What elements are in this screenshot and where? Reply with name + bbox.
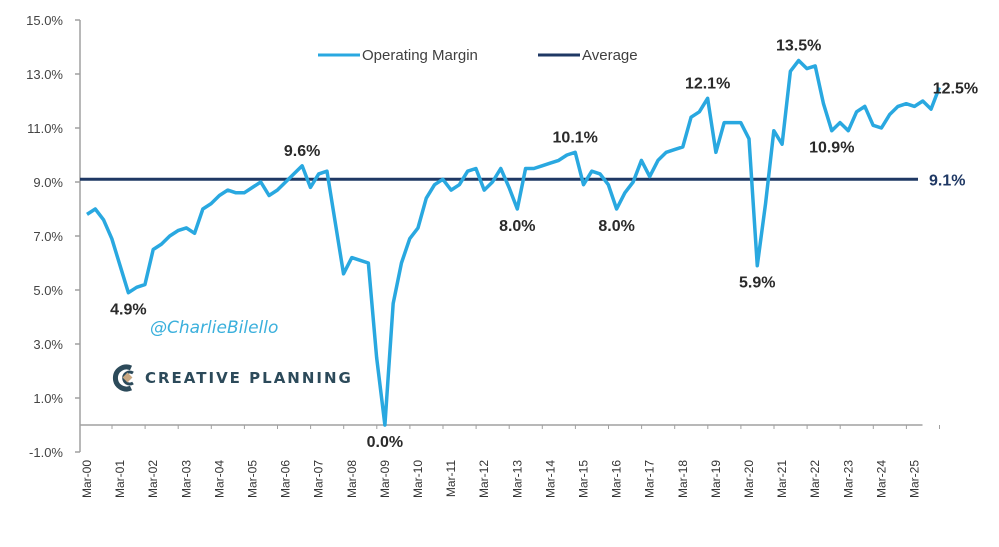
y-tick-label: 11.0% (27, 121, 63, 136)
x-tick-label: Mar-06 (279, 460, 293, 498)
y-tick-label: 5.0% (33, 283, 63, 298)
x-tick-label: Mar-00 (80, 460, 94, 498)
x-tick-label: Mar-18 (676, 460, 690, 498)
x-tick-label: Mar-19 (709, 460, 723, 498)
x-tick-label: Mar-21 (775, 460, 789, 498)
x-tick-label: Mar-24 (874, 460, 888, 498)
creative-planning-logo-icon (112, 364, 134, 392)
x-tick-label: Mar-05 (246, 460, 260, 498)
x-tick-label: Mar-11 (444, 460, 458, 497)
x-tick-label: Mar-15 (577, 460, 591, 498)
x-tick-label: Mar-10 (411, 460, 425, 498)
data-label: 0.0% (367, 434, 403, 451)
x-tick-label: Mar-12 (477, 460, 491, 498)
legend-label-operating-margin: Operating Margin (362, 47, 478, 64)
x-tick-label: Mar-01 (113, 460, 127, 498)
data-label: 12.1% (685, 75, 730, 92)
y-tick-label: 3.0% (33, 337, 63, 352)
legend: Operating Margin Average (318, 47, 638, 64)
annotations: 4.9% 9.6% 0.0% 8.0% 10.1% 8.0% 12.1% 5.9% 13.5% 1… (110, 38, 978, 452)
x-tick-label: Mar-09 (378, 460, 392, 498)
data-label: 10.1% (553, 129, 598, 146)
x-tick-label: Mar-22 (808, 460, 822, 498)
x-tick-label: Mar-17 (643, 460, 657, 498)
y-tick-label: 15.0% (26, 13, 63, 28)
data-label: 9.6% (284, 143, 320, 160)
data-label: 8.0% (499, 218, 535, 235)
x-tick-label: Mar-02 (146, 460, 160, 498)
x-tick-label: Mar-08 (345, 460, 359, 498)
y-tick-label: 7.0% (33, 229, 63, 244)
x-tick-label: Mar-16 (610, 460, 624, 498)
data-label: 10.9% (809, 140, 854, 157)
y-axis: 15.0% 13.0% 11.0% 9.0% 7.0% 5.0% 3.0% 1.0% -1.0% (26, 13, 81, 460)
x-tick-label: Mar-14 (543, 460, 557, 498)
x-tick-label: Mar-13 (510, 460, 524, 498)
x-tick-label: Mar-03 (179, 460, 193, 498)
y-tick-label: -1.0% (29, 445, 63, 460)
y-tick-label: 9.0% (33, 175, 63, 190)
x-tick-label: Mar-04 (212, 460, 226, 498)
data-label: 5.9% (739, 275, 775, 292)
y-tick-label: 1.0% (33, 391, 63, 406)
x-tick-label: Mar-23 (841, 460, 855, 498)
data-label: 12.5% (933, 81, 978, 98)
x-axis: Mar-00 Mar-01 Mar-02 Mar-03 Mar-04 Mar-05 Mar-… (80, 424, 940, 498)
brand-name: CREATIVE PLANNING (145, 369, 353, 387)
average-label: 9.1% (929, 172, 965, 189)
data-label: 4.9% (110, 302, 146, 319)
operating-margin-line (86, 58, 941, 427)
y-tick-label: 13.0% (26, 67, 63, 82)
watermark-handle: @CharlieBilello (150, 318, 278, 338)
x-tick-label: Mar-07 (312, 460, 326, 498)
data-label: 13.5% (776, 38, 821, 55)
legend-label-average: Average (582, 47, 638, 64)
data-label: 8.0% (598, 218, 634, 235)
x-tick-label: Mar-20 (742, 460, 756, 498)
x-tick-label: Mar-25 (908, 460, 922, 498)
